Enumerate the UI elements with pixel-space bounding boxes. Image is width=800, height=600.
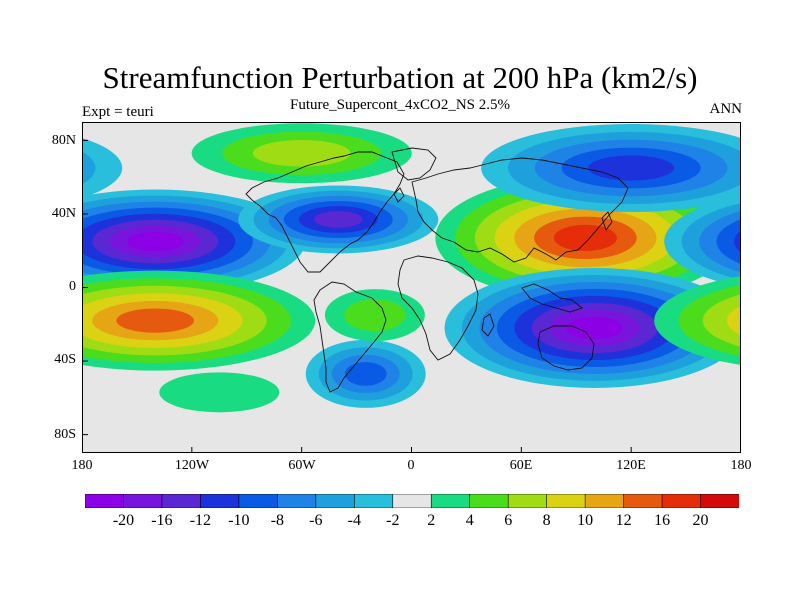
- colorbar-label: 4: [465, 512, 474, 529]
- lat-label-40n: 40N: [51, 206, 76, 221]
- contour-map: [82, 122, 741, 453]
- colorbar-label: -6: [309, 512, 323, 529]
- colorbar-label: 12: [615, 512, 632, 529]
- coastline-greenland: [391, 147, 437, 181]
- colorbar-label: 16: [654, 512, 671, 529]
- colorbar-swatch: [315, 494, 355, 508]
- contour-feature-9: [324, 289, 425, 342]
- colorbar-swatch: [392, 494, 432, 508]
- contour-band: [82, 151, 96, 185]
- lat-label-40s: 40S: [54, 352, 76, 367]
- contour-feature-8: [159, 372, 280, 413]
- lon-label-120w: 120W: [174, 458, 210, 473]
- lat-label-80s: 80S: [54, 427, 76, 442]
- contour-band: [344, 362, 387, 386]
- colorbar-label: -2: [386, 512, 400, 529]
- map-panel: [82, 122, 741, 453]
- colorbar-label: -16: [151, 512, 173, 529]
- colorbar-swatch: [353, 494, 394, 508]
- colorbar-swatch: [507, 494, 548, 508]
- colorbar-label: 8: [542, 512, 551, 529]
- contour-feature-6: [238, 185, 439, 254]
- plot-subtitle: Future_Supercont_4xCO2_NS 2.5%: [290, 97, 510, 113]
- colorbar-swatch: [161, 494, 202, 508]
- coastline-australia: [537, 325, 595, 371]
- contour-band: [344, 299, 406, 332]
- coastline-uk: [393, 187, 405, 203]
- colorbar-swatch: [584, 494, 625, 508]
- season-label: ANN: [709, 101, 743, 117]
- contour-feature-3: [82, 270, 741, 371]
- contour-band: [553, 224, 618, 251]
- colorbar-label: 10: [577, 512, 594, 529]
- contour-band: [116, 308, 195, 333]
- colorbar-label: -8: [270, 512, 285, 529]
- colorbar-label: -20: [112, 512, 135, 529]
- colorbar-swatch: [123, 494, 163, 508]
- colorbar-label: 20: [692, 512, 709, 529]
- contour-band: [252, 139, 351, 167]
- contour-feature-1: [82, 267, 741, 388]
- lon-label-60e: 60E: [509, 458, 533, 473]
- lon-label-180w: 180: [71, 458, 93, 473]
- lon-label-60w: 60W: [288, 458, 316, 473]
- coastline-eurasia: [411, 157, 629, 263]
- lat-label-eq: 0: [69, 279, 76, 294]
- colorbar: [85, 494, 739, 508]
- contour-band: [566, 316, 623, 340]
- coastline-madagascar: [481, 313, 495, 337]
- colorbar-swatch: [85, 494, 125, 508]
- colorbar-label: 2: [427, 512, 436, 529]
- colorbar-swatch: [661, 494, 702, 508]
- contour-band: [716, 219, 741, 264]
- contour-feature-7: [305, 339, 426, 408]
- experiment-label: Expt = teuri: [82, 104, 154, 120]
- colorbar-swatch: [623, 494, 663, 508]
- colorbar-swatch: [200, 494, 240, 508]
- contour-band: [588, 155, 675, 181]
- plot-title: Streamfunction Perturbation at 200 hPa (…: [102, 60, 698, 95]
- colorbar-swatch: [700, 494, 739, 508]
- contour-band: [734, 230, 741, 253]
- colorbar-label: -12: [189, 512, 212, 529]
- axis-ticks: [82, 139, 741, 453]
- lon-label-120e: 120E: [616, 458, 646, 473]
- colorbar-swatch: [430, 494, 471, 508]
- colorbar-label: 6: [504, 512, 513, 529]
- coastline-africa: [397, 255, 479, 361]
- colorbar-swatch: [238, 494, 278, 508]
- colorbar-swatch: [469, 494, 509, 508]
- colorbar-label: -4: [347, 512, 361, 529]
- contour-band: [127, 231, 184, 252]
- contour-band: [702, 294, 741, 347]
- coastline-north-america: [245, 151, 405, 273]
- coastline-maritime-islands: [521, 283, 583, 313]
- coastline-south-america: [313, 281, 387, 393]
- colorbar-swatch: [277, 494, 317, 508]
- contour-feature-4: [191, 123, 412, 184]
- lat-label-80n: 80N: [51, 133, 76, 148]
- lon-label-0: 0: [407, 458, 415, 473]
- continent-outlines: [245, 147, 629, 393]
- contour-band: [82, 138, 123, 198]
- colorbar-label: -10: [228, 512, 250, 529]
- lon-label-180e: 180: [730, 458, 752, 473]
- contour-band: [726, 305, 741, 336]
- coastline-japan: [601, 211, 613, 231]
- contour-feature-5: [82, 123, 741, 212]
- colorbar-swatch: [546, 494, 586, 508]
- contour-band: [159, 372, 280, 413]
- contour-band: [314, 211, 363, 228]
